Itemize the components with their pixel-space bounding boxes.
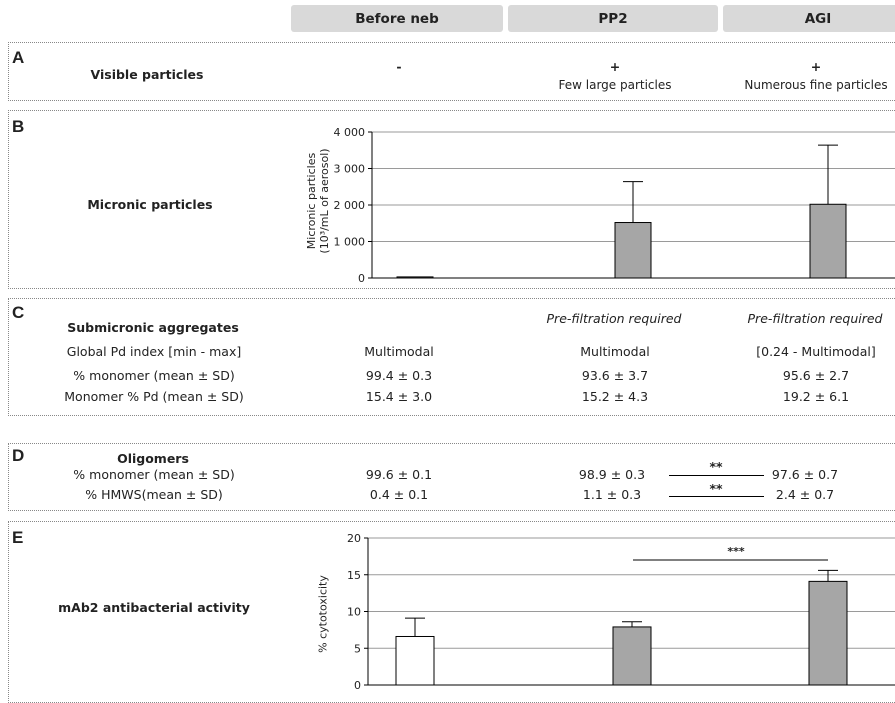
- panel-c-cell: 15.4 ± 3.0: [365, 389, 433, 404]
- panel-e-label: mAb2 antibacterial activity: [58, 600, 250, 615]
- panel-b-letter: B: [12, 117, 25, 136]
- panel-d-cell: 98.9 ± 0.3: [578, 467, 646, 482]
- panel-d-letter: D: [12, 446, 25, 465]
- panel-c-row-label: Global Pd index [min - max]: [66, 344, 242, 359]
- y-tick-label: 4 000: [334, 126, 366, 139]
- panel-c-cell: 95.6 ± 2.7: [782, 368, 850, 383]
- panel-c-cell: 93.6 ± 3.7: [581, 368, 649, 383]
- panel-d-cell: 1.1 ± 0.3: [582, 487, 642, 502]
- bar-agi: [808, 580, 848, 686]
- panel-c-agi-prefilter: Pre-filtration required: [747, 311, 883, 326]
- panel-d-cell: 97.6 ± 0.7: [771, 467, 839, 482]
- bar-before-neb: [396, 276, 434, 279]
- panel-c-row-label: % monomer (mean ± SD): [73, 368, 235, 383]
- panel-a-pp2-note: Few large particles: [558, 78, 672, 92]
- panel-b: [8, 110, 895, 289]
- y-tick-label: 3 000: [334, 163, 366, 176]
- panel-c-cell: Multimodal: [580, 344, 650, 359]
- significance-line: [669, 475, 764, 476]
- significance-marker: ***: [727, 545, 745, 558]
- panel-d-title: Oligomers: [117, 451, 189, 466]
- panel-c-row-label: Monomer % Pd (mean ± SD): [64, 389, 244, 404]
- panel-c-pp2-prefilter: Pre-filtration required: [546, 311, 682, 326]
- panel-c-cell: 15.2 ± 4.3: [581, 389, 649, 404]
- panel-a: [8, 42, 895, 101]
- panel-c-cell: Multimodal: [364, 344, 434, 359]
- column-header-agi: AGI: [723, 5, 895, 32]
- panel-a-label: Visible particles: [90, 67, 204, 82]
- panel-a-letter: A: [12, 48, 25, 67]
- y-tick-label: 0: [354, 679, 361, 692]
- panel-d-cell: 0.4 ± 0.1: [369, 487, 429, 502]
- panel-a-agi-note: Numerous fine particles: [744, 78, 888, 92]
- panel-d-cell: 99.6 ± 0.1: [365, 467, 433, 482]
- y-tick-label: 15: [347, 569, 361, 582]
- panel-a-before-value: -: [396, 59, 402, 74]
- column-header-before-neb: Before neb: [291, 5, 503, 32]
- panel-c-cell: 19.2 ± 6.1: [782, 389, 850, 404]
- panel-d-cell: 2.4 ± 0.7: [775, 487, 835, 502]
- bar-pp2: [612, 626, 652, 686]
- panel-c: [8, 298, 895, 416]
- panel-e-letter: E: [12, 528, 24, 547]
- chart2-svg: 0 5 10 15 20 ***: [347, 532, 895, 692]
- panel-c-letter: C: [12, 303, 25, 322]
- column-header-pp2: PP2: [508, 5, 718, 32]
- panel-d-row-label: % HMWS(mean ± SD): [85, 487, 223, 502]
- bar-before-neb: [395, 635, 435, 686]
- chart1-svg: 0 1 000 2 000 3 000 4 000: [334, 126, 895, 285]
- panel-c-cell: [0.24 - Multimodal]: [756, 344, 876, 359]
- significance-marker: **: [709, 459, 723, 474]
- y-tick-label: 20: [347, 532, 361, 545]
- y-tick-label: 1 000: [334, 236, 366, 249]
- significance-marker: **: [709, 481, 723, 496]
- panel-a-agi-value: +: [810, 59, 822, 74]
- panel-d: [8, 443, 895, 511]
- panel-c-title: Submicronic aggregates: [67, 320, 239, 335]
- panel-d-row-label: % monomer (mean ± SD): [73, 467, 235, 482]
- bar-agi: [809, 203, 847, 279]
- y-tick-label: 10: [347, 606, 361, 619]
- y-tick-label: 2 000: [334, 199, 366, 212]
- y-tick-label: 0: [358, 272, 365, 285]
- panel-c-cell: 99.4 ± 0.3: [365, 368, 433, 383]
- y-tick-label: 5: [354, 642, 361, 655]
- panel-b-label: Micronic particles: [87, 197, 213, 212]
- significance-line: [669, 496, 764, 497]
- panel-a-pp2-value: +: [609, 59, 621, 74]
